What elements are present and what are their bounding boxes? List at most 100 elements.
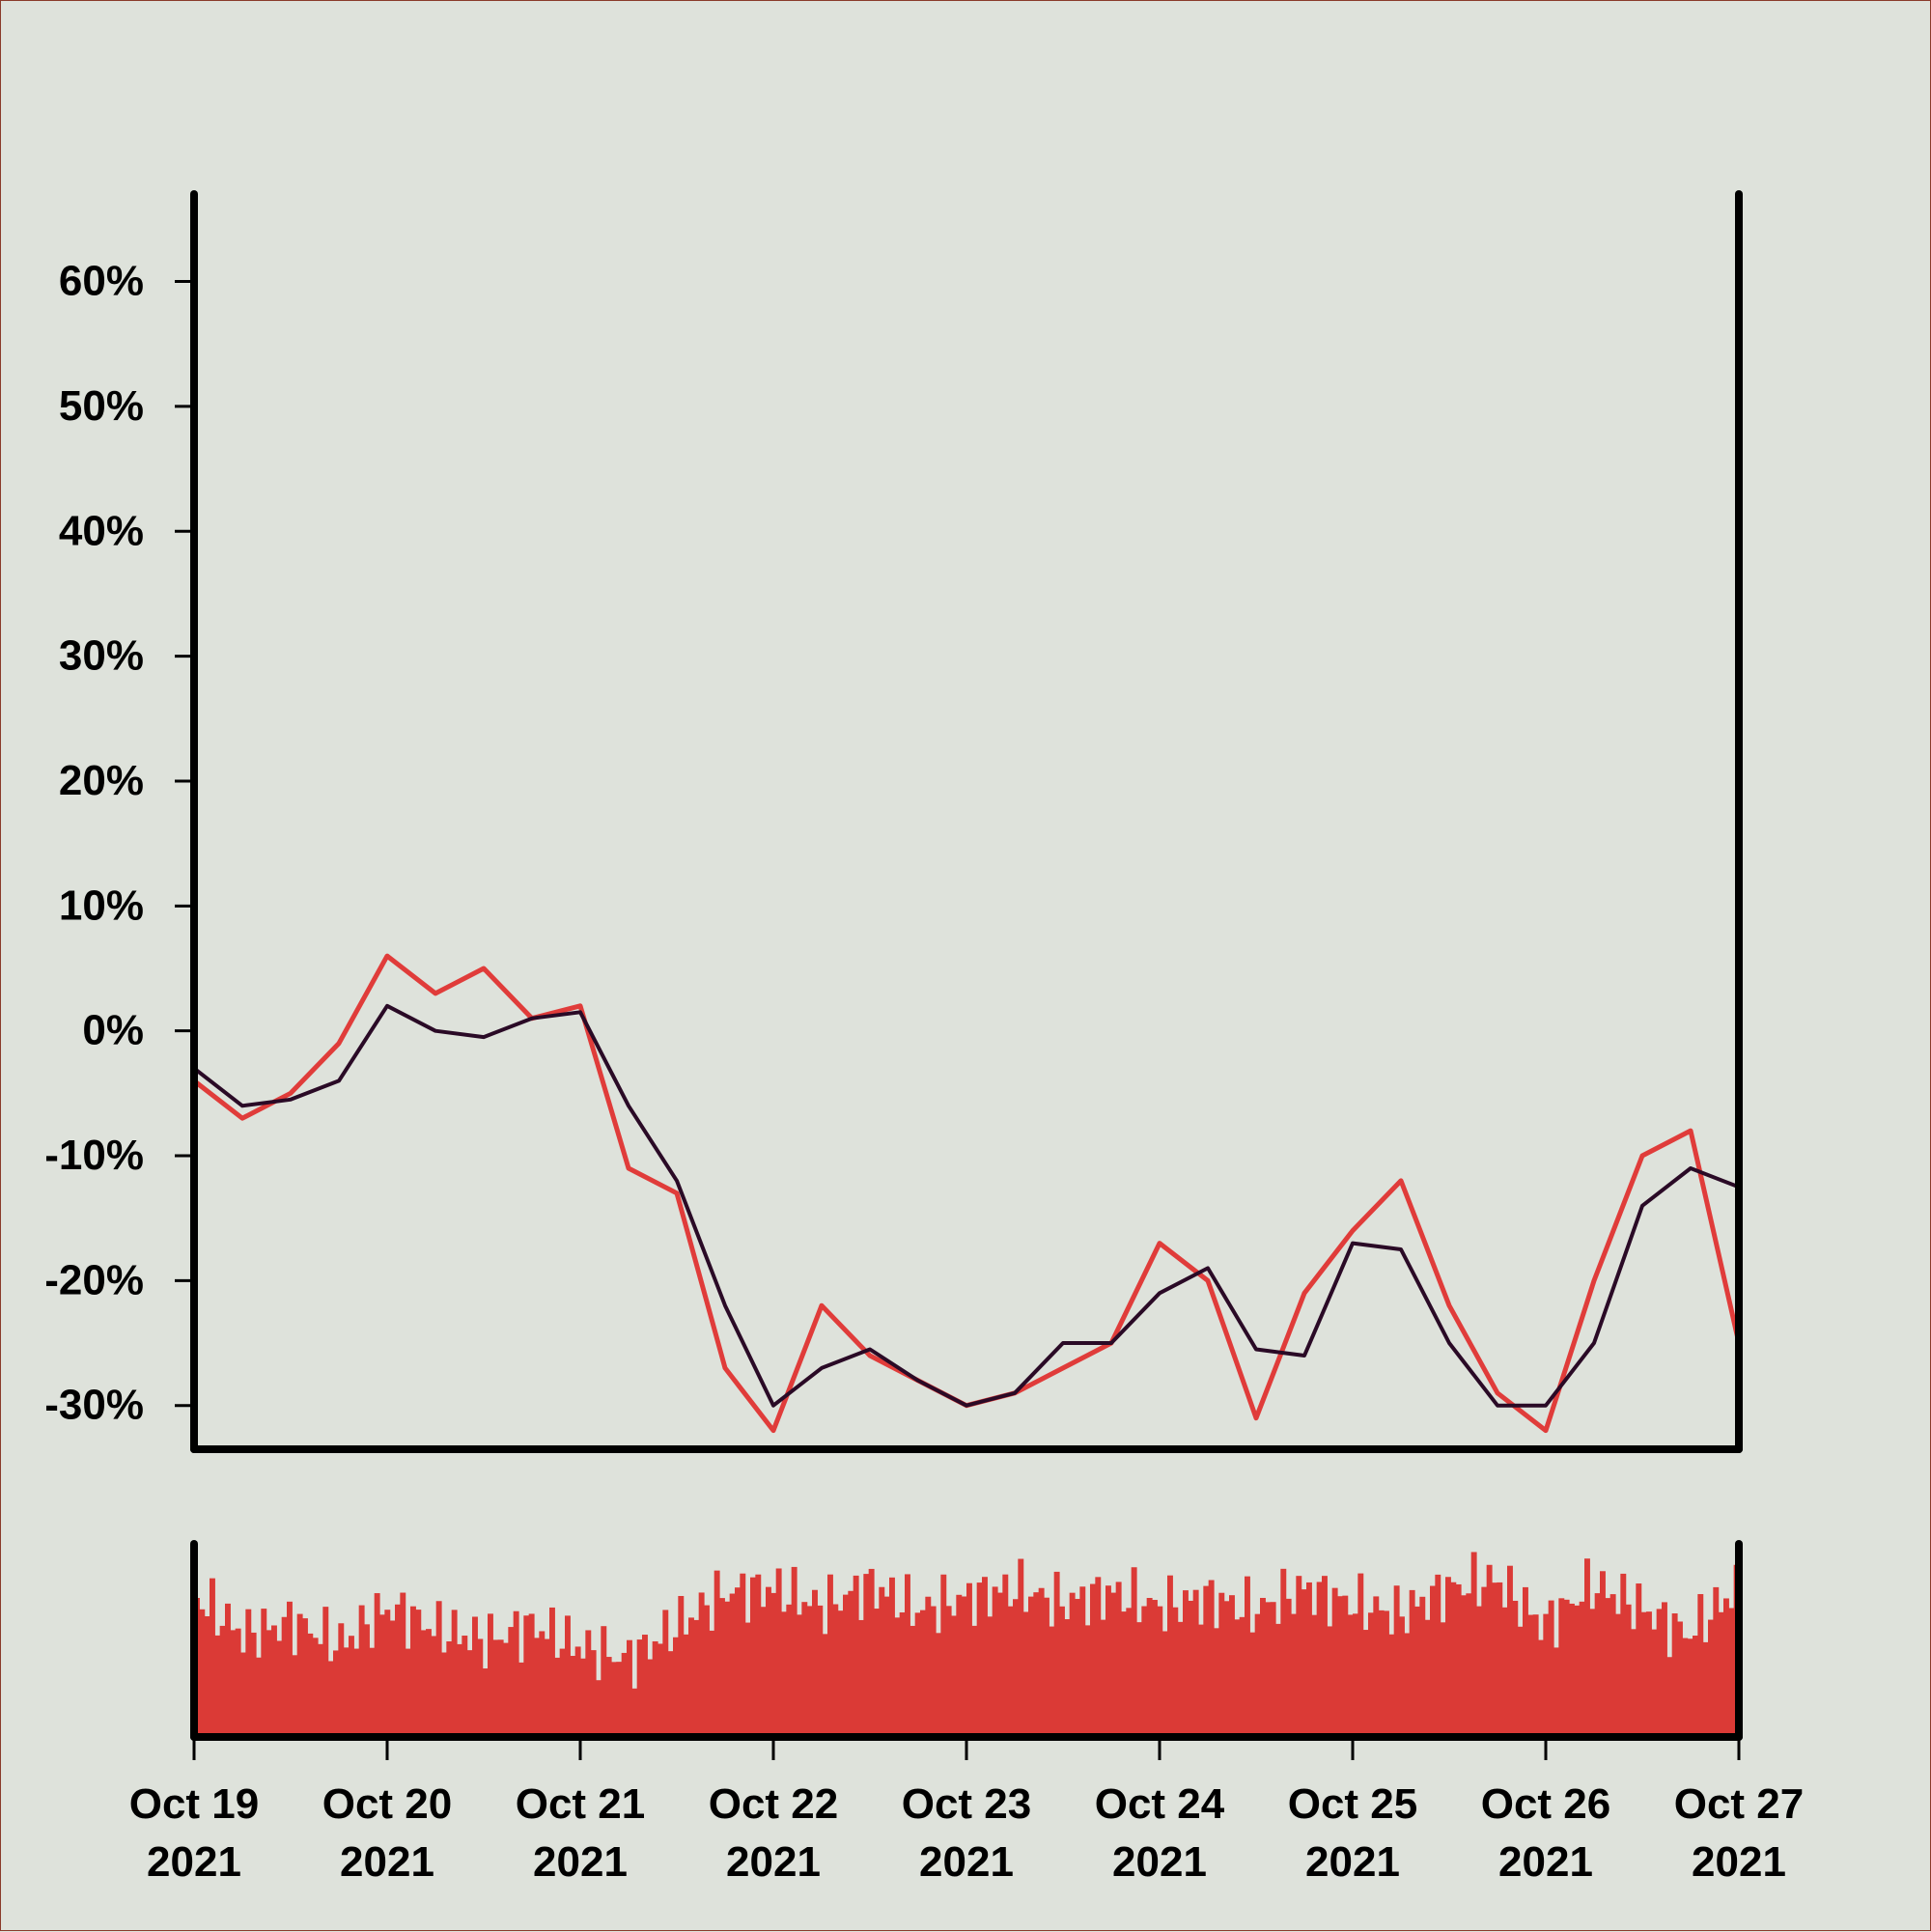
- volume-bar: [760, 1607, 767, 1737]
- volume-bar: [1697, 1594, 1704, 1737]
- volume-bar: [1038, 1587, 1045, 1737]
- volume-bar: [1548, 1600, 1554, 1737]
- volume-bar: [1311, 1614, 1318, 1737]
- volume-bar: [1208, 1580, 1215, 1737]
- volume-bar: [1327, 1626, 1333, 1737]
- volume-bar: [338, 1623, 345, 1737]
- volume-bar: [384, 1610, 391, 1737]
- volume-bar: [750, 1577, 756, 1737]
- volume-bar: [735, 1587, 741, 1737]
- volume-bar: [492, 1639, 499, 1737]
- volume-bar: [1033, 1592, 1040, 1737]
- volume-bar: [961, 1596, 967, 1737]
- volume-bar: [230, 1630, 237, 1737]
- volume-bar: [219, 1625, 226, 1737]
- volume-bar: [400, 1592, 406, 1737]
- volume-bar: [1121, 1611, 1127, 1737]
- volume-bar: [1574, 1605, 1581, 1737]
- volume-bar: [1476, 1606, 1482, 1737]
- x-tick-label-year: 2021: [1498, 1838, 1593, 1886]
- volume-bar: [1486, 1564, 1493, 1737]
- volume-bar: [1018, 1558, 1024, 1737]
- volume-bar: [420, 1630, 427, 1737]
- volume-bar: [766, 1586, 771, 1737]
- volume-bar: [1450, 1582, 1457, 1737]
- volume-bar: [488, 1613, 493, 1737]
- volume-bar: [318, 1643, 323, 1737]
- volume-bar: [225, 1603, 231, 1737]
- volume-bar: [1136, 1622, 1142, 1737]
- volume-bar: [662, 1610, 669, 1737]
- volume-bar: [1466, 1593, 1472, 1737]
- volume-bar: [1600, 1571, 1606, 1737]
- volume-bar: [1075, 1599, 1080, 1737]
- volume-bar: [395, 1604, 401, 1737]
- volume-bar: [508, 1627, 515, 1737]
- volume-bar: [596, 1680, 602, 1737]
- volume-bar: [616, 1662, 623, 1737]
- volume-bar: [858, 1619, 864, 1737]
- volume-bar: [770, 1592, 777, 1737]
- volume-bar: [1249, 1632, 1256, 1737]
- volume-bar: [1553, 1647, 1559, 1737]
- volume-bar: [1234, 1619, 1241, 1737]
- volume-bar: [1218, 1592, 1225, 1737]
- x-tick-label-year: 2021: [1692, 1838, 1786, 1886]
- volume-bar: [1404, 1633, 1411, 1737]
- volume-bar: [1203, 1585, 1210, 1737]
- volume-bar: [1064, 1619, 1071, 1737]
- volume-bar: [296, 1613, 303, 1737]
- volume-bar: [1646, 1611, 1652, 1737]
- volume-bar: [1718, 1611, 1724, 1737]
- x-tick-label-year: 2021: [147, 1838, 241, 1886]
- volume-bar: [1146, 1598, 1153, 1737]
- volume-bar: [667, 1651, 674, 1737]
- volume-bar: [848, 1590, 854, 1737]
- volume-bar: [822, 1634, 828, 1737]
- volume-bar: [1007, 1606, 1014, 1737]
- y-tick-label: -10%: [44, 1132, 144, 1179]
- volume-bar: [1337, 1596, 1343, 1737]
- volume-bar: [1558, 1598, 1565, 1737]
- volume-bar: [1440, 1622, 1446, 1737]
- volume-bar: [601, 1626, 607, 1737]
- volume-bar: [307, 1633, 314, 1737]
- volume-bar: [817, 1605, 824, 1737]
- volume-bar: [549, 1607, 555, 1737]
- volume-bar: [410, 1606, 416, 1737]
- volume-bar: [369, 1647, 376, 1737]
- volume-bar: [1362, 1630, 1369, 1737]
- volume-bar: [1291, 1613, 1297, 1737]
- volume-bar: [431, 1636, 437, 1737]
- volume-bar: [302, 1618, 308, 1737]
- volume-bar: [559, 1648, 566, 1737]
- volume-bar: [627, 1639, 632, 1737]
- volume-bar: [271, 1625, 277, 1737]
- volume-bar: [245, 1609, 252, 1737]
- volume-bar: [1161, 1631, 1168, 1737]
- volume-bar: [1223, 1601, 1230, 1737]
- volume-bar: [704, 1605, 710, 1737]
- volume-bar: [1666, 1657, 1673, 1737]
- volume-bar: [894, 1617, 901, 1737]
- volume-bar: [1239, 1616, 1245, 1737]
- volume-bar: [1296, 1576, 1302, 1737]
- volume-bar: [1152, 1600, 1158, 1737]
- volume-bar: [775, 1568, 782, 1737]
- volume-bar: [1584, 1558, 1590, 1737]
- volume-bar: [1192, 1589, 1199, 1737]
- volume-bar: [1172, 1607, 1179, 1737]
- volume-bar: [945, 1606, 952, 1737]
- volume-bar: [261, 1609, 267, 1737]
- volume-bar: [1285, 1598, 1292, 1737]
- x-tick-label-date: Oct 21: [516, 1780, 646, 1828]
- volume-bar: [1053, 1571, 1060, 1737]
- volume-bar: [1501, 1607, 1508, 1737]
- volume-bar: [889, 1577, 895, 1737]
- volume-bar: [1609, 1594, 1616, 1737]
- volume-bar: [698, 1592, 705, 1737]
- volume-bar: [1059, 1606, 1065, 1737]
- volume-bar: [673, 1637, 679, 1737]
- volume-bar: [714, 1570, 720, 1737]
- volume-bar: [590, 1650, 597, 1737]
